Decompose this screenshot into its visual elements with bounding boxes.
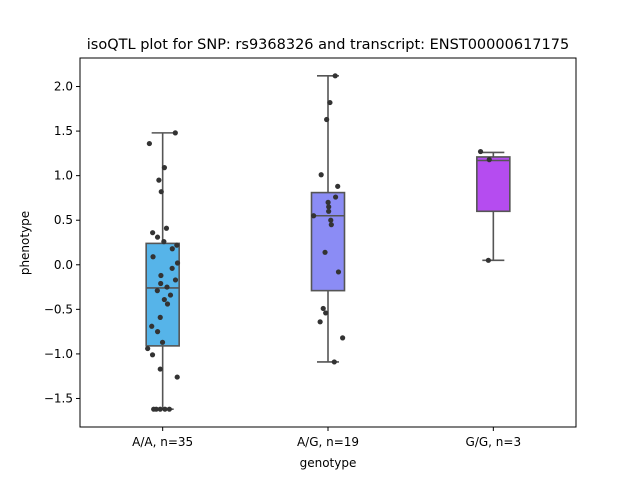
y-tick-label: 1.5 [54, 124, 73, 138]
data-point [335, 183, 341, 189]
data-point [151, 406, 157, 412]
data-point [335, 269, 342, 275]
y-tick-label: 2.0 [54, 80, 73, 94]
y-tick-label: 1.0 [54, 169, 73, 183]
data-point [324, 116, 330, 123]
data-point [158, 189, 164, 195]
data-point [163, 225, 170, 231]
data-point [323, 310, 329, 316]
data-point [169, 246, 175, 252]
data-point [166, 406, 172, 412]
data-point [157, 366, 163, 372]
data-point [161, 239, 167, 245]
data-point [149, 352, 156, 358]
data-point [159, 339, 166, 345]
y-axis-label: phenotype [18, 211, 32, 275]
box [145, 242, 180, 347]
data-point [164, 301, 171, 307]
data-point [167, 292, 174, 298]
data-point [156, 177, 162, 183]
data-point [340, 335, 346, 341]
data-point [326, 208, 332, 214]
chart-title: isoQTL plot for SNP: rs9368326 and trans… [87, 37, 569, 53]
data-point [325, 199, 331, 205]
data-point [327, 99, 333, 106]
data-point [157, 314, 163, 320]
x-tick-label: A/G, n=19 [297, 435, 359, 449]
x-tick-label: G/G, n=3 [466, 435, 522, 449]
data-point [172, 130, 178, 136]
data-point [157, 406, 163, 412]
data-point [172, 277, 179, 283]
y-tick-label: −1.5 [44, 391, 73, 405]
data-point [161, 165, 168, 171]
data-point [150, 230, 156, 236]
data-point [162, 406, 168, 412]
data-point [322, 249, 328, 255]
data-point [154, 288, 160, 294]
data-point [149, 323, 155, 329]
data-point [154, 329, 161, 335]
data-point [326, 204, 332, 210]
y-tick-label: 0.0 [54, 258, 73, 272]
data-point [310, 213, 317, 219]
x-axis-label: genotype [300, 456, 357, 470]
data-point [150, 254, 156, 260]
data-point [320, 305, 326, 312]
y-tick-label: −0.5 [44, 302, 73, 316]
data-point [154, 234, 161, 240]
data-point [158, 272, 164, 279]
data-point [174, 260, 181, 266]
data-point [477, 148, 484, 155]
data-point [485, 257, 491, 263]
data-point [161, 296, 167, 303]
data-point [158, 280, 164, 287]
data-point [328, 222, 334, 228]
x-tick-label: A/A, n=35 [132, 435, 193, 449]
data-point [328, 217, 334, 223]
data-point [146, 140, 152, 147]
box [476, 156, 511, 213]
data-point [486, 157, 492, 163]
y-tick-label: 0.5 [54, 213, 73, 227]
data-point [174, 242, 180, 248]
data-point [331, 359, 337, 365]
y-tick-label: −1.0 [44, 347, 73, 361]
data-point [332, 73, 338, 79]
data-point [169, 265, 175, 271]
data-point [318, 172, 324, 178]
data-point [332, 194, 339, 200]
data-point [145, 345, 151, 352]
data-point [174, 374, 180, 380]
data-point [164, 284, 170, 290]
data-point [317, 319, 323, 325]
